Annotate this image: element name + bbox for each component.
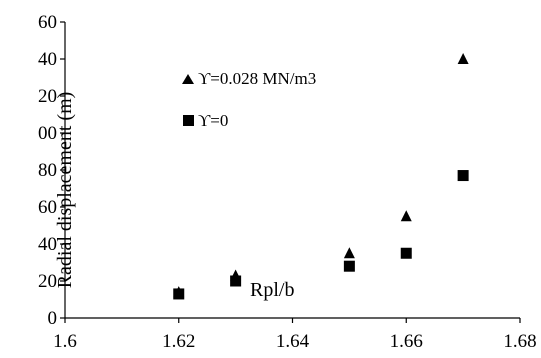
y-axis-title: Radial displacement (m) bbox=[54, 92, 76, 289]
legend-square-marker bbox=[183, 115, 194, 126]
y-tick-label: 20 bbox=[38, 271, 57, 292]
x-axis-title: Rpl/b bbox=[250, 279, 294, 301]
square-point-series-1 bbox=[400, 247, 412, 259]
legend-triangle-marker bbox=[182, 74, 194, 84]
y-tick-label: 60 bbox=[38, 197, 57, 218]
y-tick-label: 40 bbox=[38, 234, 57, 255]
y-axis-ticks: 0 20 40 60 80 00 20 40 60 bbox=[38, 12, 65, 329]
y-tick-label: 20 bbox=[38, 86, 57, 107]
legend-item-series-0: ϒ=0.028 MN/m3 bbox=[182, 69, 316, 88]
y-tick-label: 40 bbox=[38, 49, 57, 70]
square-point-series-1 bbox=[457, 170, 469, 182]
legend-label-series-1: ϒ=0 bbox=[198, 111, 228, 130]
x-tick-label: 1.66 bbox=[390, 331, 423, 352]
legend: ϒ=0.028 MN/m3 ϒ=0 bbox=[182, 69, 316, 130]
triangle-point-series-0 bbox=[343, 247, 355, 259]
x-tick-label: 1.62 bbox=[162, 331, 195, 352]
x-tick-label: 1.64 bbox=[276, 331, 310, 352]
y-tick-label: 80 bbox=[38, 160, 57, 181]
x-tick-label: 1.68 bbox=[503, 331, 536, 352]
legend-label-series-0: ϒ=0.028 MN/m3 bbox=[198, 69, 316, 88]
triangle-point-series-0 bbox=[400, 210, 412, 222]
square-point-series-1 bbox=[173, 288, 185, 300]
y-tick-label: 0 bbox=[48, 308, 58, 329]
y-tick-label: 60 bbox=[38, 12, 57, 33]
x-tick-label: 1.6 bbox=[53, 331, 77, 352]
square-point-series-1 bbox=[230, 275, 242, 287]
y-tick-label: 00 bbox=[38, 123, 57, 144]
x-axis-ticks: 1.6 1.62 1.64 1.66 1.68 bbox=[53, 318, 537, 352]
triangle-point-series-0 bbox=[457, 53, 469, 64]
plot-area: 0 20 40 60 80 00 20 40 60 1.6 1.62 1.64 1.66 1.68 bbox=[38, 12, 537, 352]
square-point-series-1 bbox=[343, 260, 355, 272]
legend-item-series-1: ϒ=0 bbox=[183, 111, 228, 130]
data-points bbox=[173, 53, 469, 300]
